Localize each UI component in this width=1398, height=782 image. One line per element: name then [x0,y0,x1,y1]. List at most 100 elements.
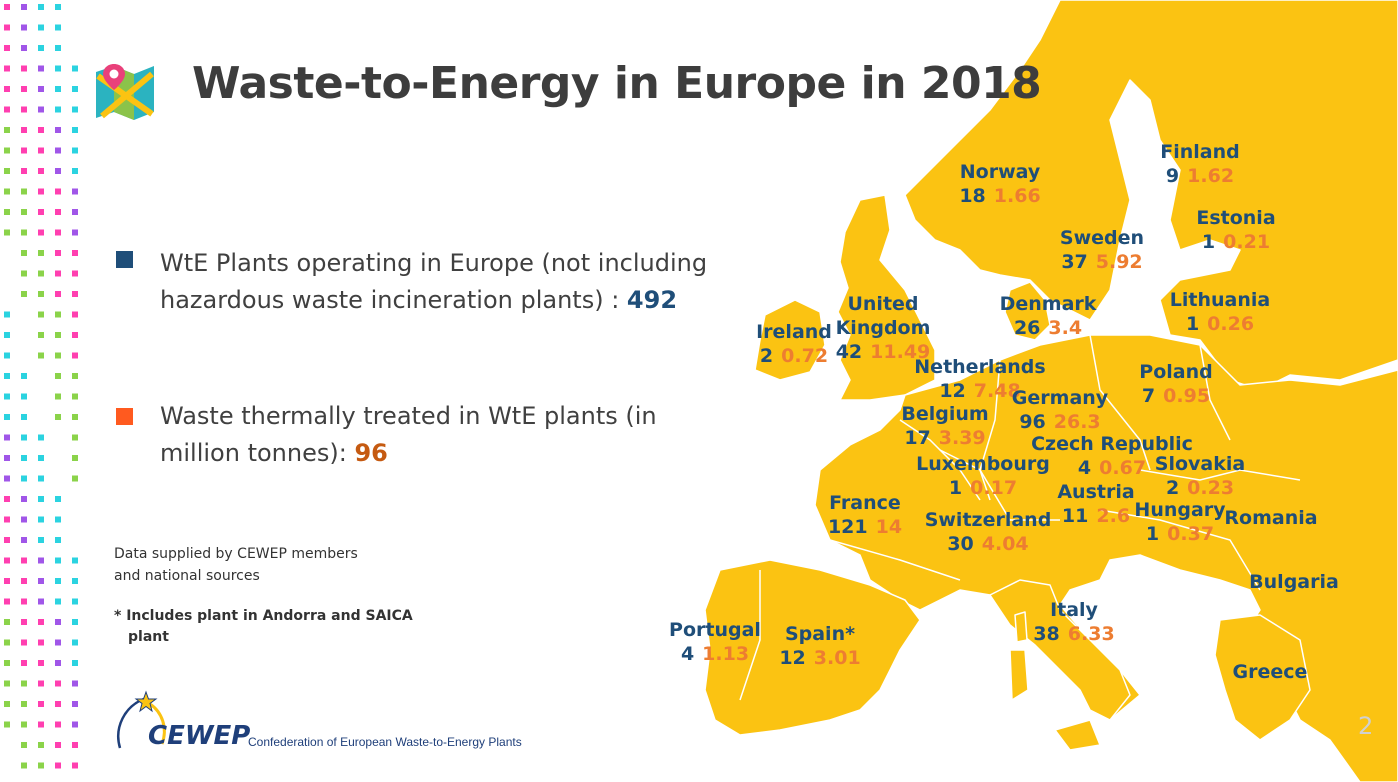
decorative-dot [55,250,61,256]
decorative-dot [4,393,10,400]
country-name: Finland [1160,141,1240,163]
waste-tonnes: 0.23 [1187,477,1235,499]
country-label-italy: Italy 38 6.33 [1033,598,1114,646]
decorative-dot [21,147,27,154]
data-source-note: Data supplied by CEWEP members and natio… [114,546,358,584]
decorative-dot [55,496,61,502]
decorative-dot [55,127,61,133]
country-label-austria: Austria 11 2.6 [1057,480,1134,528]
decorative-dot [55,701,61,707]
decorative-dot [4,680,10,687]
waste-tonnes: 0.37 [1167,523,1215,545]
decorative-dot [4,311,10,318]
plants-count: 121 [827,516,868,538]
decorative-dot [55,762,61,769]
country-name: Netherlands [914,356,1046,378]
country-name: Ireland [756,321,832,343]
decorative-dot [21,680,27,687]
map-scandinavia [904,0,1398,391]
waste-tonnes: 0.95 [1163,385,1211,407]
plants-count: 42 [835,341,863,363]
decorative-dot [4,4,10,10]
decorative-dot [21,578,27,584]
decorative-dot [72,721,78,728]
page-title: Waste-to-Energy in Europe in 2018 [192,58,1042,109]
decorative-dot [21,106,27,113]
decorative-dot [38,639,44,646]
decorative-dot [21,496,27,502]
decorative-dot [21,45,27,51]
decorative-dot [55,742,61,748]
waste-tonnes: 3.39 [938,427,986,449]
plants-count: 1 [1145,523,1160,545]
cewep-star-icon [117,690,166,749]
decorative-dot [4,352,10,359]
decorative-dot [21,660,27,666]
country-name: Spain* [784,623,856,645]
decorative-dot [55,311,61,318]
plants-count: 11 [1061,505,1089,527]
waste-tonnes: 5.92 [1095,251,1143,273]
decorative-dot [55,537,61,543]
country-label-greece: Greece [1233,660,1308,684]
plants-count: 2 [759,345,774,367]
legend-plants-value: 492 [626,286,678,314]
country-label-united-kingdom: United Kingdom 42 11.49 [836,292,931,364]
decorative-dot [72,639,78,646]
country-label-france: France 121 14 [828,491,902,539]
decorative-dot [21,270,27,277]
plants-count: 9 [1165,165,1180,187]
country-name: Slovakia [1154,453,1246,475]
decorative-dot [55,188,61,195]
decorative-dot [72,393,78,400]
decorative-dot [21,24,27,31]
country-label-germany: Germany 96 26.3 [1012,386,1108,434]
country-label-lithuania: Lithuania 1 0.26 [1170,288,1270,336]
country-name: Norway [959,161,1041,183]
country-label-hungary: Hungary 1 0.37 [1134,498,1225,546]
decorative-dot [21,291,27,297]
country-label-poland: Poland 7 0.95 [1139,360,1212,408]
plants-count: 96 [1019,411,1046,433]
decorative-dot [38,660,44,666]
country-name: Denmark [999,293,1097,315]
cewep-wordmark: CEWEP [148,721,251,751]
country-label-spain: Spain* 12 3.01 [779,622,860,670]
country-name: Austria [1057,481,1135,503]
decorative-dot [21,209,27,215]
plants-count: 37 [1061,251,1088,273]
decorative-dot [38,4,44,10]
decorative-dot [72,475,78,482]
decorative-dot [72,660,78,666]
decorative-dot [38,270,44,277]
decorative-dot [72,250,78,256]
plants-count: 2 [1165,477,1180,499]
plants-count: 26 [1013,317,1041,339]
waste-tonnes: 0.72 [781,345,829,367]
decorative-dot [55,106,61,113]
waste-tonnes: 4.04 [981,533,1029,555]
plants-count: 18 [959,185,986,207]
decorative-dot [72,352,78,359]
decorative-dot [55,639,61,646]
decorative-dot [72,229,78,236]
country-label-norway: Norway 18 1.66 [959,160,1040,208]
waste-tonnes: 0.21 [1223,231,1271,253]
decorative-dot [4,147,10,154]
decorative-dot [55,352,61,359]
decorative-dot [4,639,10,646]
decorative-dot [55,660,61,666]
decorative-dot [38,188,44,195]
decorative-dot [55,65,61,72]
decorative-dot [38,250,44,256]
decorative-dot [38,86,44,92]
map-iberia [704,559,921,736]
country-name: Romania [1224,507,1318,529]
decorative-dot [21,250,27,256]
decorative-dot [4,45,10,51]
plants-count: 1 [1185,313,1200,335]
decorative-dot [21,188,27,195]
decorative-dot [72,168,78,174]
decorative-dot [55,393,61,400]
decorative-dot [38,24,44,31]
